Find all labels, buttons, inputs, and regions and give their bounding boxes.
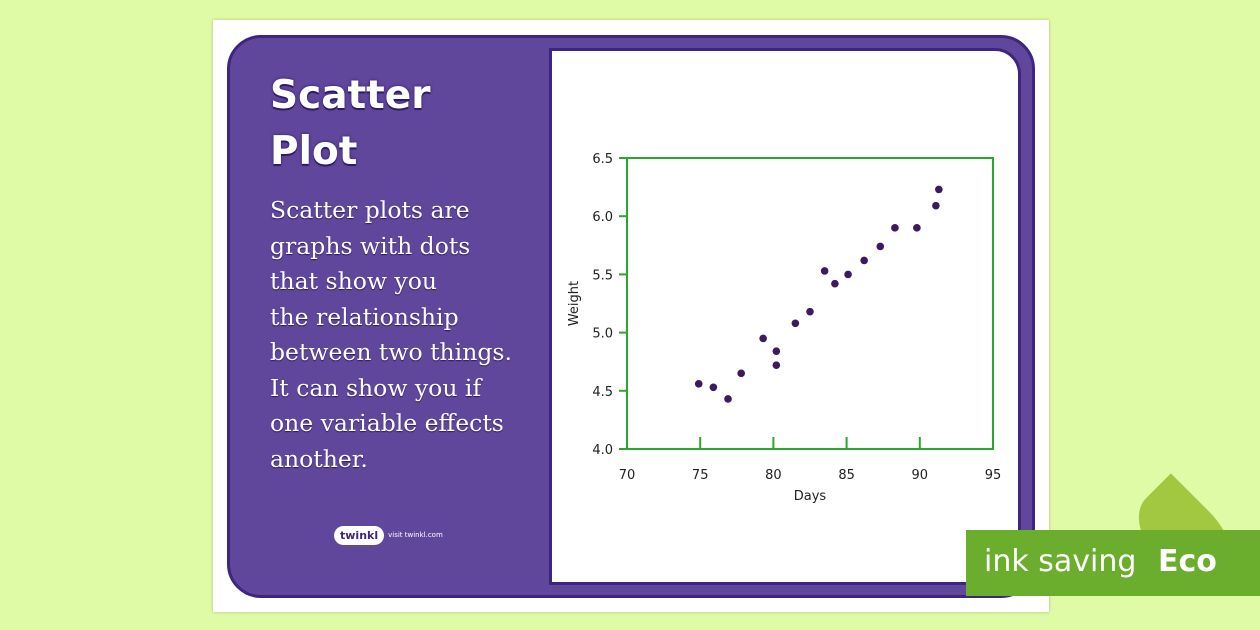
scatter-point	[772, 347, 781, 356]
x-tick-label: 95	[985, 468, 1002, 483]
scatter-point	[860, 256, 868, 265]
scatter-point	[844, 270, 852, 279]
scatter-point	[876, 242, 885, 251]
scatter-point	[935, 185, 943, 194]
twinkl-logo-site: visit twinkl.com	[388, 531, 443, 539]
scatter-point	[772, 361, 781, 369]
y-tick-label: 6.5	[592, 152, 613, 167]
scatter-point	[759, 334, 767, 343]
description-line: It can show you if	[270, 373, 482, 402]
x-tick-label: 70	[619, 468, 636, 483]
y-axis-label: Weight	[567, 281, 582, 326]
description: Scatter plots are graphs with dots that …	[270, 193, 545, 477]
twinkl-logo: twinkl visit twinkl.com	[334, 522, 443, 548]
plot-frame	[626, 157, 994, 450]
description-line: one variable effects	[270, 409, 504, 437]
scatter-point	[737, 369, 745, 378]
y-tick-label: 4.0	[592, 443, 613, 458]
eco-badge	[966, 530, 1260, 596]
eco-badge-label: Eco	[1158, 544, 1217, 579]
eco-badge-text: ink saving	[984, 544, 1137, 579]
x-tick-label: 75	[692, 468, 709, 483]
description-line: that show you	[270, 267, 437, 295]
scatter-point	[891, 224, 899, 232]
scatter-point	[932, 201, 940, 210]
poster-title: Scatter Plot	[270, 68, 540, 180]
title-line-2: Plot	[270, 129, 358, 174]
description-line: graphs with dots	[270, 231, 471, 260]
chart-points	[694, 185, 943, 403]
scatter-point	[820, 267, 829, 275]
scatter-point	[791, 319, 800, 328]
x-axis-label: Days	[794, 489, 827, 504]
y-tick-label: 5.0	[592, 327, 613, 342]
description-line: the relationship	[270, 302, 459, 331]
scatter-point	[694, 380, 703, 388]
scatter-point	[724, 395, 732, 403]
description-line: Scatter plots are	[270, 196, 470, 224]
chart-axes: 70 75 80 85 90 95 4.0 4.5 5.0 5.5 6.0 6.5	[592, 152, 1001, 483]
x-tick-label: 85	[838, 468, 855, 483]
description-line: another.	[270, 444, 368, 473]
scatter-point	[709, 383, 718, 392]
scatter-point	[831, 279, 839, 288]
y-tick-label: 6.0	[592, 210, 613, 225]
twinkl-logo-badge: twinkl	[334, 525, 385, 545]
x-tick-label: 80	[765, 468, 782, 483]
x-tick-label: 90	[912, 468, 929, 483]
description-line: between two things.	[270, 338, 512, 366]
y-tick-label: 4.5	[592, 385, 613, 400]
title-line-1: Scatter	[270, 73, 431, 118]
y-tick-label: 5.5	[592, 268, 613, 283]
scatter-point	[806, 307, 814, 316]
scatter-point	[913, 224, 921, 232]
